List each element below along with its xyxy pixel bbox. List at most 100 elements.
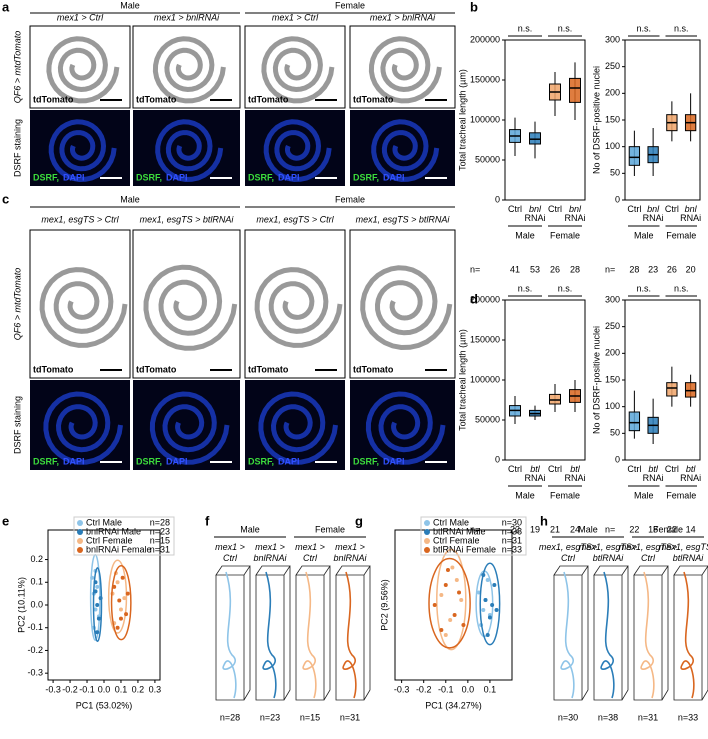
condition-label: mex1, esgTS>btlRNAi [579, 542, 637, 563]
point [95, 603, 100, 607]
gut-trace [560, 571, 575, 699]
category-label: btl RNAi [680, 464, 701, 483]
point [454, 578, 459, 582]
y-tick-label: 100 [605, 401, 620, 411]
point [481, 608, 486, 612]
point [445, 568, 450, 572]
sex-label: Female [653, 524, 683, 534]
condition-label: mex1, esgTS > Ctrl [41, 214, 119, 224]
panel-label: g [355, 513, 363, 528]
condition-label: mex1, esgTS > btlRNAi [356, 214, 451, 224]
plot-frame [394, 529, 513, 681]
significance: n.s. [636, 283, 651, 293]
category-label: Ctrl [627, 464, 641, 474]
gut-trace [149, 391, 230, 465]
stain-label: tdTomato [136, 94, 177, 104]
gut-trace [222, 571, 237, 699]
condition-label: mex1 > bnlRNAi [333, 542, 367, 563]
n-label: n=38 [598, 712, 618, 722]
gut-trace [258, 391, 338, 465]
category-label: bnl RNAi [643, 204, 664, 223]
y-tick-label: 100000 [470, 114, 500, 124]
sex-label: Female [335, 0, 365, 10]
stain-label: DSRF, [353, 172, 379, 182]
y-tick-label: 100000 [470, 374, 500, 384]
point [494, 608, 499, 612]
point [95, 584, 100, 589]
point [485, 578, 490, 582]
panel-label: e [2, 513, 9, 528]
condition-label: mex1 > Ctrl [57, 12, 104, 22]
y-tick-label: 150000 [470, 74, 500, 84]
group-label: Male [515, 490, 535, 500]
cube [673, 565, 708, 701]
point [448, 618, 453, 622]
row-label: QF6 > mtdTomato [12, 268, 22, 340]
y-axis-label: No of DSRF-positive nuclei [591, 326, 601, 434]
panel-label: a [2, 0, 10, 14]
n-value: 28 [570, 264, 580, 274]
n-value: 26 [667, 264, 677, 274]
n-label: n= [470, 524, 480, 534]
cube [255, 565, 291, 701]
panel-label: c [2, 191, 9, 206]
category-label: Ctrl [665, 204, 679, 214]
y-tick-label: 250 [605, 61, 620, 71]
n-value: 23 [648, 264, 658, 274]
legend-n: n=31 [150, 544, 170, 554]
legend-n: n=15 [150, 535, 170, 545]
plot-frame [504, 299, 586, 461]
tdtomato-image [244, 229, 346, 379]
y-axis-label: PC2 (9.56%) [379, 579, 389, 631]
stain-label: tdTomato [33, 94, 74, 104]
confidence-ellipse [428, 557, 471, 649]
n-value: 14 [686, 524, 696, 534]
category-label: Ctrl [508, 204, 522, 214]
row-label: DSRF staining [12, 119, 22, 177]
point [457, 590, 462, 595]
gut-trace [46, 36, 120, 104]
confidence-ellipse [475, 570, 494, 638]
y-tick-label: 0.0 [30, 599, 43, 609]
gut-trace [342, 571, 357, 699]
category-label: btl RNAi [643, 464, 664, 483]
cube [335, 565, 371, 701]
gut-trace [368, 36, 442, 104]
n-value: 22 [629, 524, 639, 534]
stain-label: DAPI [278, 456, 300, 466]
n-value: 18 [648, 524, 658, 534]
stain-label: DSRF, [136, 456, 162, 466]
stain-label: tdTomato [33, 364, 74, 374]
y-tick-label: 50000 [475, 154, 500, 164]
stain-label: DAPI [63, 456, 85, 466]
significance: n.s. [518, 23, 533, 33]
point [90, 575, 95, 580]
x-tick-label: -0.1 [438, 684, 454, 694]
point [98, 596, 103, 601]
y-tick-label: 0.1 [30, 577, 43, 587]
legend-label: Ctrl Female [86, 535, 133, 545]
point [115, 625, 120, 630]
y-tick-label: -0.1 [27, 622, 43, 632]
point [490, 603, 495, 607]
point [439, 628, 444, 632]
stain-label: tdTomato [353, 94, 394, 104]
y-axis-label: Total tracheal length (µm) [457, 69, 467, 171]
y-tick-label: 0.2 [30, 554, 43, 564]
category-label: btl RNAi [564, 464, 585, 483]
n-value: 21 [550, 524, 560, 534]
condition-label: mex1 > Ctrl [215, 542, 245, 563]
point [117, 598, 122, 603]
gut-trace [360, 265, 453, 351]
category-label: bnl RNAi [564, 204, 585, 223]
group-label: Female [550, 490, 580, 500]
point [122, 596, 127, 601]
n-label: n=15 [300, 712, 320, 722]
panel-label: d [470, 291, 478, 306]
x-tick-label: 0.0 [462, 684, 475, 694]
significance: n.s. [636, 23, 651, 33]
gut-trace [155, 119, 224, 183]
category-label: bnl RNAi [524, 204, 545, 223]
point [120, 575, 125, 580]
